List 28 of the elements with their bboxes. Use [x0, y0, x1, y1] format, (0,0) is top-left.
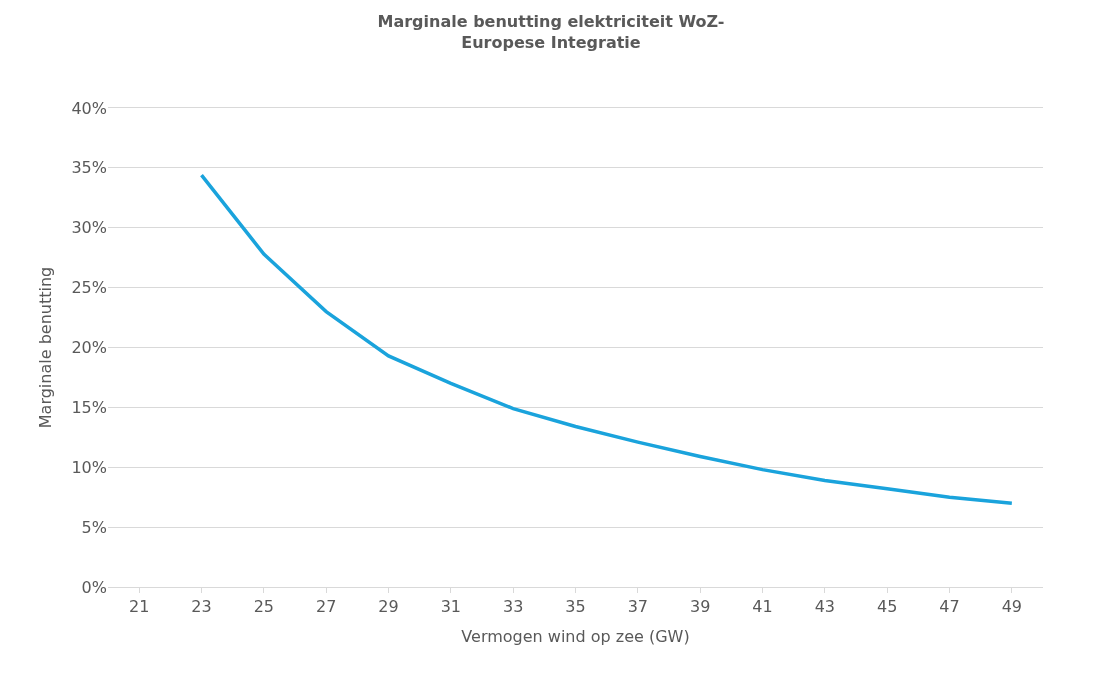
- x-tick-label: 39: [689, 597, 711, 617]
- y-tick-label: 30%: [71, 218, 107, 238]
- x-tick-label: 21: [128, 597, 150, 617]
- x-tick-label: 37: [627, 597, 649, 617]
- x-axis-title: Vermogen wind op zee (GW): [461, 626, 690, 646]
- line-series: [199, 173, 1014, 505]
- y-tick-label: 10%: [71, 457, 107, 477]
- y-tick-label: 15%: [71, 397, 107, 417]
- x-tick-label: 23: [191, 597, 212, 617]
- x-tick-label: 45: [876, 597, 898, 617]
- x-tick-label: 27: [315, 597, 337, 617]
- y-tick-label: 40%: [71, 98, 107, 118]
- y-tick-label: 35%: [71, 158, 107, 178]
- x-tick-label: 31: [440, 597, 462, 617]
- y-axis-title: Marginale benutting: [36, 266, 56, 429]
- y-tick-label: 0%: [81, 577, 107, 597]
- y-tick-label: 5%: [81, 517, 107, 537]
- x-tick-label: 29: [378, 597, 399, 617]
- y-tick-label: 20%: [71, 338, 107, 358]
- x-tick-label: 35: [565, 597, 586, 617]
- x-tick-label: 33: [502, 597, 524, 617]
- x-tick-label: 47: [939, 597, 960, 617]
- y-tick-label: 25%: [71, 278, 107, 298]
- x-tick-label: 43: [814, 597, 836, 617]
- x-tick-label: 41: [752, 597, 773, 617]
- x-tick-label: 49: [1001, 597, 1023, 617]
- chart-title: Marginale benutting elektriciteit WoZ- Europese Integratie: [377, 12, 725, 52]
- x-tick-label: 25: [253, 597, 275, 617]
